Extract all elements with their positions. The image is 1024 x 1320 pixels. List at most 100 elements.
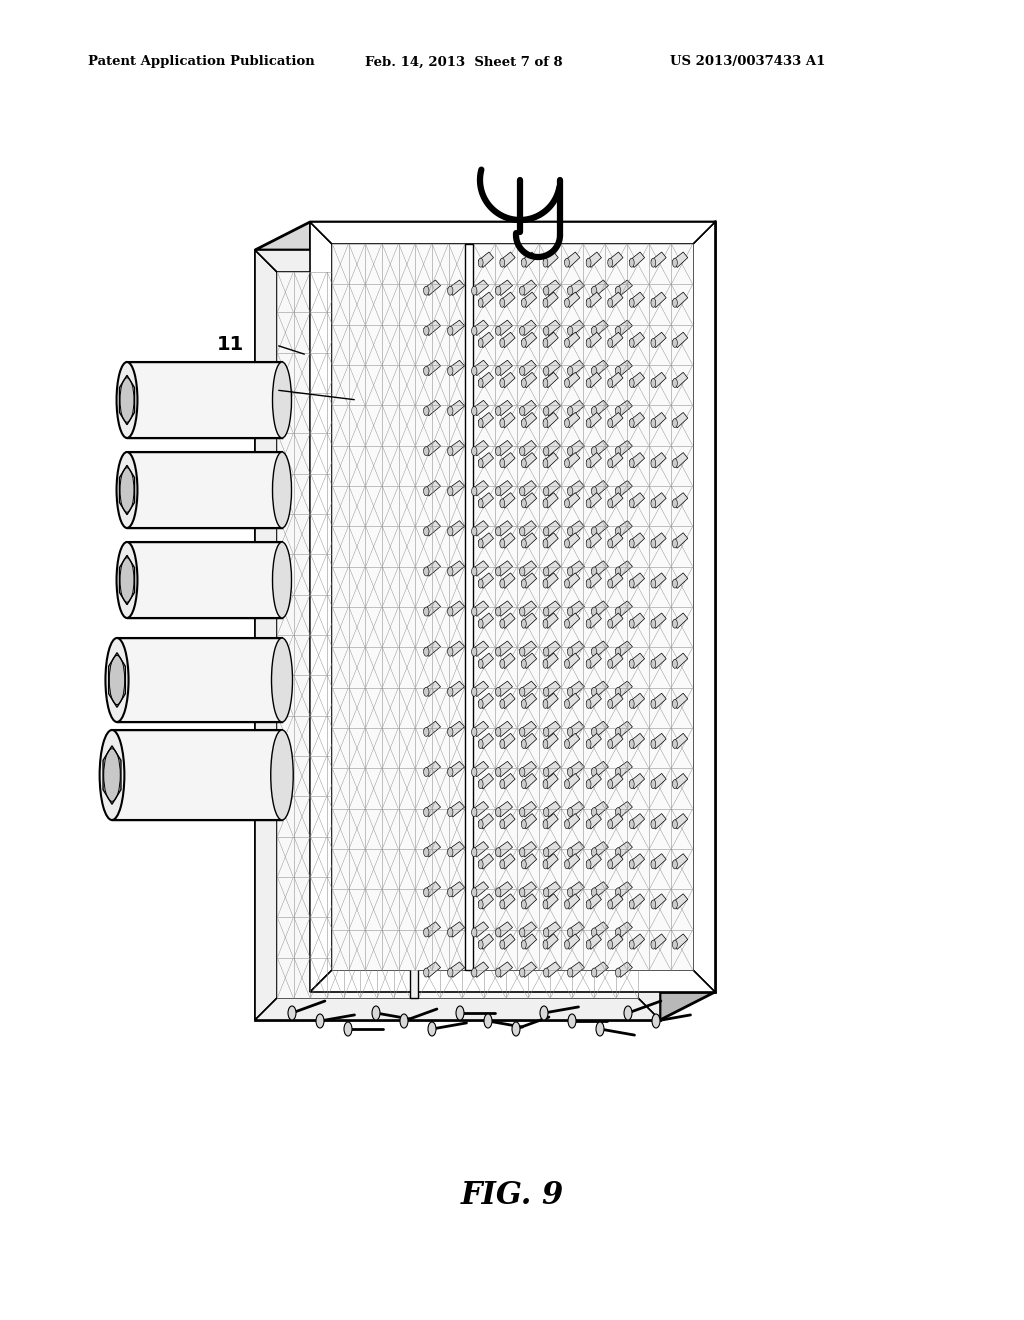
Polygon shape xyxy=(608,774,623,789)
Polygon shape xyxy=(651,292,667,308)
Polygon shape xyxy=(592,882,608,898)
Ellipse shape xyxy=(592,888,597,896)
Polygon shape xyxy=(473,244,693,970)
Polygon shape xyxy=(424,321,440,335)
Ellipse shape xyxy=(592,607,597,616)
Polygon shape xyxy=(310,222,715,244)
Ellipse shape xyxy=(615,727,621,737)
Ellipse shape xyxy=(564,619,569,628)
Ellipse shape xyxy=(630,459,634,467)
Ellipse shape xyxy=(586,820,591,829)
Ellipse shape xyxy=(521,298,526,308)
Ellipse shape xyxy=(447,808,453,817)
Text: 11: 11 xyxy=(217,335,244,355)
Ellipse shape xyxy=(651,619,655,628)
Polygon shape xyxy=(587,653,601,668)
Ellipse shape xyxy=(447,928,453,937)
Polygon shape xyxy=(615,801,633,817)
Ellipse shape xyxy=(500,259,505,267)
Ellipse shape xyxy=(472,407,477,416)
Ellipse shape xyxy=(500,338,505,347)
Polygon shape xyxy=(567,360,585,376)
Ellipse shape xyxy=(519,688,525,696)
Ellipse shape xyxy=(651,379,655,388)
Ellipse shape xyxy=(608,780,612,788)
Ellipse shape xyxy=(521,579,526,589)
Ellipse shape xyxy=(117,362,137,438)
Polygon shape xyxy=(673,813,688,829)
Polygon shape xyxy=(521,333,537,347)
Ellipse shape xyxy=(564,259,569,267)
Ellipse shape xyxy=(592,647,597,656)
Polygon shape xyxy=(544,882,560,898)
Ellipse shape xyxy=(500,940,505,949)
Polygon shape xyxy=(447,762,465,776)
Polygon shape xyxy=(543,693,558,709)
Polygon shape xyxy=(127,543,282,618)
Ellipse shape xyxy=(424,847,429,857)
Polygon shape xyxy=(608,492,623,508)
Polygon shape xyxy=(651,533,667,548)
Polygon shape xyxy=(651,573,667,589)
Ellipse shape xyxy=(105,638,129,722)
Polygon shape xyxy=(543,813,558,829)
Ellipse shape xyxy=(496,647,501,656)
Ellipse shape xyxy=(519,407,525,416)
Ellipse shape xyxy=(651,459,655,467)
Ellipse shape xyxy=(472,968,477,977)
Polygon shape xyxy=(520,360,537,376)
Polygon shape xyxy=(478,774,494,789)
Polygon shape xyxy=(496,882,512,898)
Ellipse shape xyxy=(496,727,501,737)
Ellipse shape xyxy=(592,367,597,375)
Polygon shape xyxy=(310,222,715,993)
Polygon shape xyxy=(615,681,633,697)
Ellipse shape xyxy=(543,820,548,829)
Ellipse shape xyxy=(544,647,549,656)
Ellipse shape xyxy=(586,298,591,308)
Ellipse shape xyxy=(652,1014,660,1028)
Ellipse shape xyxy=(424,767,429,776)
Ellipse shape xyxy=(544,367,549,375)
Ellipse shape xyxy=(544,407,549,416)
Polygon shape xyxy=(543,453,558,469)
Polygon shape xyxy=(608,894,623,909)
Polygon shape xyxy=(478,894,494,909)
Ellipse shape xyxy=(586,499,591,508)
Ellipse shape xyxy=(519,968,525,977)
Polygon shape xyxy=(521,612,537,628)
Ellipse shape xyxy=(519,568,525,576)
Polygon shape xyxy=(543,653,558,668)
Ellipse shape xyxy=(564,298,569,308)
Polygon shape xyxy=(520,681,537,697)
Polygon shape xyxy=(567,321,585,335)
Polygon shape xyxy=(543,935,558,949)
Polygon shape xyxy=(587,533,601,548)
Ellipse shape xyxy=(567,888,572,896)
Polygon shape xyxy=(255,249,278,1020)
Polygon shape xyxy=(447,642,465,656)
Polygon shape xyxy=(478,573,494,589)
Polygon shape xyxy=(543,252,558,268)
Ellipse shape xyxy=(564,418,569,428)
Ellipse shape xyxy=(567,847,572,857)
Ellipse shape xyxy=(673,900,677,909)
Ellipse shape xyxy=(651,780,655,788)
Polygon shape xyxy=(496,962,512,977)
Ellipse shape xyxy=(424,607,429,616)
Polygon shape xyxy=(615,520,633,536)
Polygon shape xyxy=(630,292,644,308)
Polygon shape xyxy=(521,854,537,869)
Ellipse shape xyxy=(478,338,483,347)
Polygon shape xyxy=(673,533,688,548)
Ellipse shape xyxy=(424,487,429,496)
Polygon shape xyxy=(544,842,560,857)
Ellipse shape xyxy=(615,647,621,656)
Polygon shape xyxy=(500,693,515,709)
Ellipse shape xyxy=(519,286,525,296)
Polygon shape xyxy=(592,480,608,496)
Polygon shape xyxy=(500,774,515,789)
Ellipse shape xyxy=(673,539,677,548)
Ellipse shape xyxy=(543,659,548,668)
Polygon shape xyxy=(651,653,667,668)
